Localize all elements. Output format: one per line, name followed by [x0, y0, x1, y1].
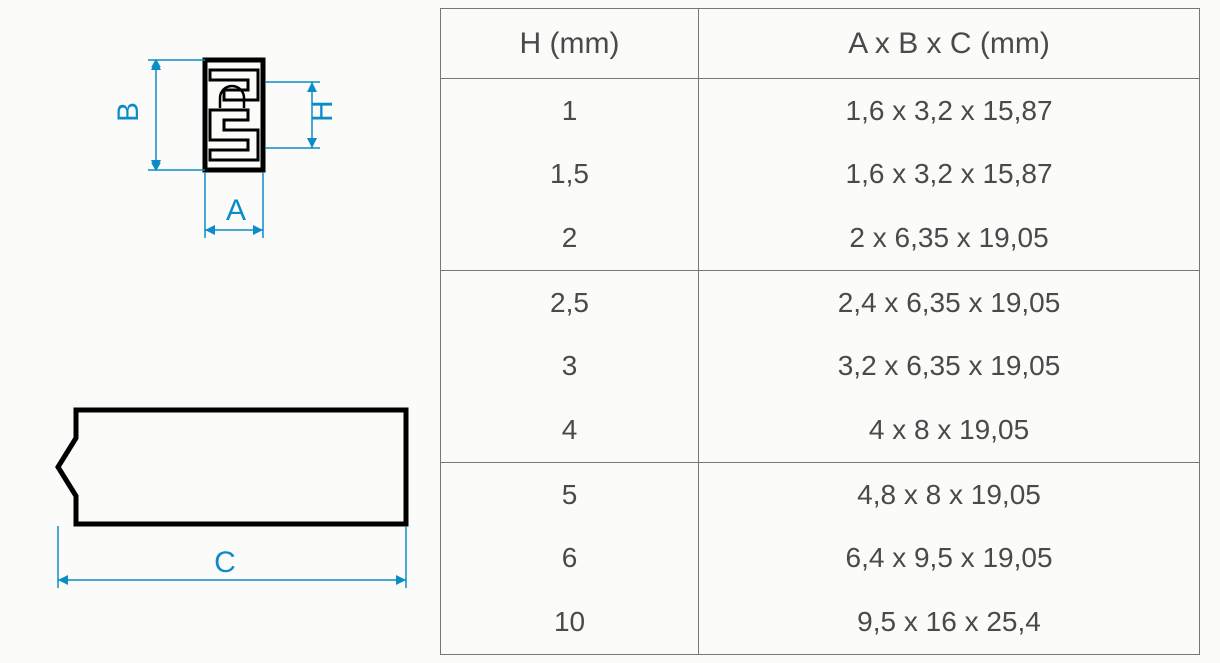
- dim-label-H: H: [306, 100, 339, 122]
- side-view-svg: C: [30, 380, 430, 640]
- cell-H: 3: [441, 335, 699, 399]
- table-row: 1,51,6 x 3,2 x 15,87: [441, 143, 1200, 207]
- cell-H: 2: [441, 206, 699, 270]
- dim-label-A: A: [226, 194, 246, 227]
- dimension-B: B: [112, 60, 205, 170]
- cell-ABC: 2,4 x 6,35 x 19,05: [699, 270, 1200, 334]
- cell-ABC: 1,6 x 3,2 x 15,87: [699, 143, 1200, 207]
- table-row: 44 x 8 x 19,05: [441, 398, 1200, 462]
- table-header-row: H (mm) A x B x C (mm): [441, 9, 1200, 79]
- table-row: 109,5 x 16 x 25,4: [441, 590, 1200, 654]
- cell-ABC: 1,6 x 3,2 x 15,87: [699, 79, 1200, 143]
- cross-section-svg: B H A: [60, 30, 360, 290]
- diagrams-panel: B H A: [0, 0, 440, 663]
- stamp-cross-section: [205, 60, 263, 170]
- table-row: 33,2 x 6,35 x 19,05: [441, 335, 1200, 399]
- spec-table-panel: H (mm) A x B x C (mm) 11,6 x 3,2 x 15,87…: [440, 0, 1208, 663]
- col-header-ABC: A x B x C (mm): [699, 9, 1200, 79]
- cross-section-diagram: B H A: [60, 30, 360, 290]
- table-row: 66,4 x 9,5 x 19,05: [441, 527, 1200, 591]
- dimension-A: A: [205, 172, 263, 238]
- cell-H: 1: [441, 79, 699, 143]
- table-row: 54,8 x 8 x 19,05: [441, 462, 1200, 526]
- spec-table: H (mm) A x B x C (mm) 11,6 x 3,2 x 15,87…: [440, 8, 1200, 655]
- table-row: 11,6 x 3,2 x 15,87: [441, 79, 1200, 143]
- side-view-diagram: C: [30, 380, 430, 640]
- col-header-H: H (mm): [441, 9, 699, 79]
- cell-ABC: 4 x 8 x 19,05: [699, 398, 1200, 462]
- cell-H: 10: [441, 590, 699, 654]
- table-row: 2,52,4 x 6,35 x 19,05: [441, 270, 1200, 334]
- cell-H: 2,5: [441, 270, 699, 334]
- cell-ABC: 9,5 x 16 x 25,4: [699, 590, 1200, 654]
- page-container: B H A: [0, 0, 1220, 663]
- cell-ABC: 3,2 x 6,35 x 19,05: [699, 335, 1200, 399]
- cell-H: 4: [441, 398, 699, 462]
- dim-label-B: B: [112, 102, 145, 122]
- dimension-C: C: [58, 526, 406, 588]
- cell-ABC: 6,4 x 9,5 x 19,05: [699, 527, 1200, 591]
- cell-ABC: 4,8 x 8 x 19,05: [699, 462, 1200, 526]
- cell-H: 1,5: [441, 143, 699, 207]
- cell-ABC: 2 x 6,35 x 19,05: [699, 206, 1200, 270]
- dim-label-C: C: [214, 546, 236, 579]
- spec-table-body: 11,6 x 3,2 x 15,871,51,6 x 3,2 x 15,8722…: [441, 79, 1200, 655]
- cell-H: 6: [441, 527, 699, 591]
- dimension-H: H: [265, 82, 339, 148]
- cell-H: 5: [441, 462, 699, 526]
- stamp-side-view: [58, 410, 406, 524]
- table-row: 22 x 6,35 x 19,05: [441, 206, 1200, 270]
